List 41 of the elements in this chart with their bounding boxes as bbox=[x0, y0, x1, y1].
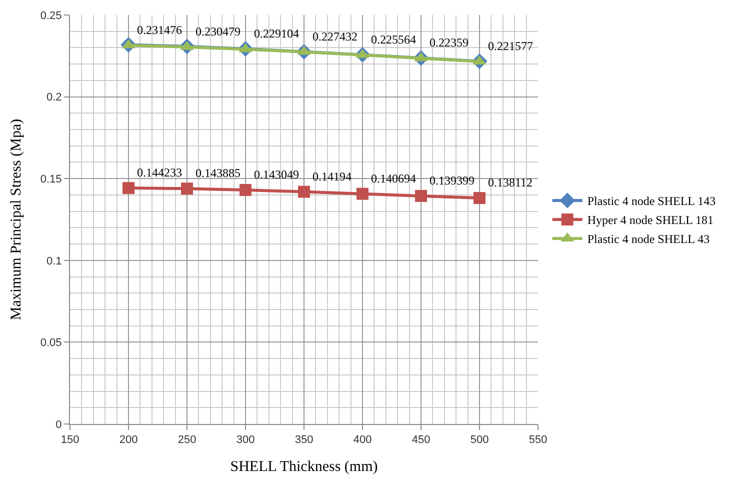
point bbox=[240, 184, 252, 196]
data-label: 0.225564 bbox=[371, 32, 416, 46]
data-label: 0.144233 bbox=[137, 166, 182, 180]
y-tick-label: 0.05 bbox=[40, 337, 62, 350]
y-tick-label: 0.1 bbox=[46, 255, 62, 268]
x-axis-title: SHELL Thickness (mm) bbox=[230, 459, 378, 476]
data-label: 0.230479 bbox=[196, 24, 240, 38]
data-label: 0.229104 bbox=[254, 26, 299, 41]
y-tick-label: 0.25 bbox=[40, 10, 62, 22]
x-tick-label: 400 bbox=[353, 434, 372, 446]
x-tick-label: 250 bbox=[178, 434, 196, 446]
x-tick-label: 350 bbox=[294, 434, 314, 446]
data-label: 0.227432 bbox=[312, 29, 358, 44]
data-label: 0.22359 bbox=[430, 36, 468, 50]
point bbox=[415, 190, 427, 202]
legend-label: Plastic 4 node SHELL 43 bbox=[587, 232, 710, 246]
data-label: 0.231476 bbox=[137, 22, 182, 37]
x-tick-label: 150 bbox=[60, 434, 80, 446]
y-tick-label: 0.2 bbox=[46, 92, 62, 104]
x-tick-label: 550 bbox=[528, 434, 548, 446]
legend-label: Hyper 4 node SHELL 181 bbox=[587, 213, 714, 228]
y-tick-label: 0 bbox=[56, 418, 62, 431]
y-tick-label: 0.15 bbox=[40, 173, 62, 186]
data-label: 0.140694 bbox=[371, 171, 416, 186]
x-tick-label: 450 bbox=[412, 434, 430, 446]
x-tick-label: 200 bbox=[119, 434, 138, 446]
data-label: 0.143885 bbox=[196, 166, 240, 180]
point bbox=[474, 192, 486, 204]
data-label: 0.139399 bbox=[430, 173, 474, 188]
y-axis-title: Maximum Principal Stress (Mpa) bbox=[8, 118, 25, 320]
point bbox=[298, 186, 310, 198]
data-label: 0.143049 bbox=[254, 167, 299, 182]
point bbox=[356, 188, 368, 200]
x-tick-label: 500 bbox=[470, 434, 489, 446]
point bbox=[122, 182, 134, 194]
data-label: 0.14194 bbox=[312, 169, 352, 184]
data-label: 0.138112 bbox=[488, 176, 533, 190]
x-tick-label: 300 bbox=[236, 434, 255, 446]
data-label: 0.221577 bbox=[488, 39, 533, 53]
point bbox=[181, 182, 193, 195]
legend-label: Plastic 4 node SHELL 143 bbox=[587, 194, 716, 208]
